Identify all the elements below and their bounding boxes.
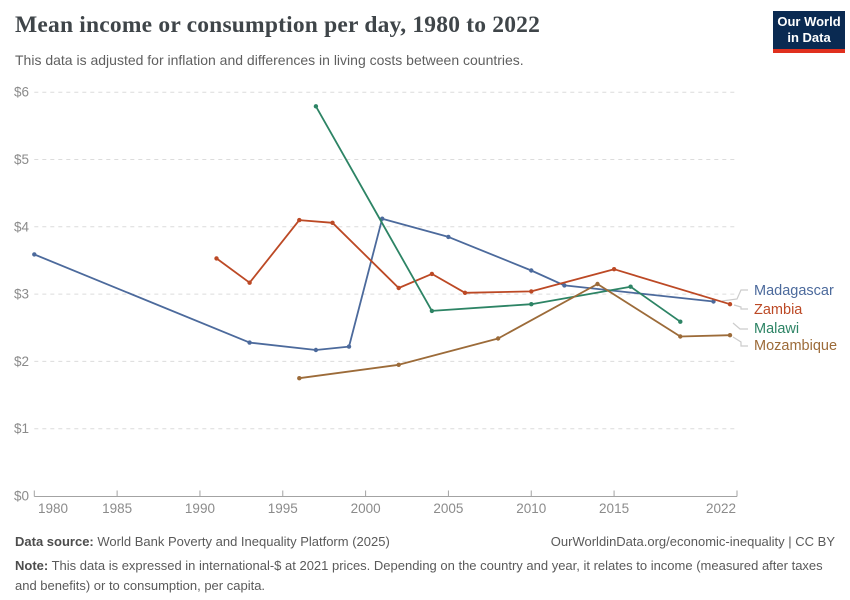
x-axis-label: 1985 bbox=[102, 501, 132, 516]
data-point-zambia-2015[interactable] bbox=[611, 267, 617, 272]
data-point-malawi-2010[interactable] bbox=[529, 302, 534, 307]
data-point-madagascar-2012[interactable] bbox=[562, 283, 567, 288]
legend-label-malawi[interactable]: Malawi bbox=[754, 321, 799, 337]
data-point-mozambique-1996[interactable] bbox=[297, 376, 302, 381]
y-axis-label: $1 bbox=[14, 421, 29, 436]
y-axis-label: $2 bbox=[14, 354, 29, 369]
series-line-malawi[interactable] bbox=[315, 105, 682, 323]
owid-logo-line1: Our World bbox=[777, 13, 841, 29]
y-axis-label: $0 bbox=[14, 489, 29, 504]
data-point-zambia-1998[interactable] bbox=[330, 220, 335, 225]
data-point-madagascar-1993[interactable] bbox=[247, 340, 252, 345]
data-source: Data source: World Bank Poverty and Ineq… bbox=[15, 534, 390, 549]
owid-logo: Our World in Data bbox=[773, 11, 845, 53]
chart-canvas: $0 $1 $2 $3 $4 $5 $6 1980 1985 1990 1995 2000 2005 20… bbox=[14, 85, 837, 516]
y-axis-label: $6 bbox=[14, 85, 29, 100]
chart-subtitle: This data is adjusted for inflation and … bbox=[15, 52, 524, 68]
data-point-malawi-2019[interactable] bbox=[678, 319, 683, 324]
series-line-mozambique[interactable] bbox=[298, 283, 731, 380]
footer-note-text: This data is expressed in international-… bbox=[15, 558, 823, 593]
x-axis-label: 2000 bbox=[351, 501, 381, 516]
data-point-malawi-2004[interactable] bbox=[429, 308, 435, 314]
chart-title: Mean income or consumption per day, 1980… bbox=[15, 12, 541, 38]
data-point-zambia-2006[interactable] bbox=[462, 290, 468, 295]
legend-label-madagascar[interactable]: Madagascar bbox=[754, 283, 834, 299]
legend-connector-mozambique bbox=[732, 336, 748, 347]
data-point-madagascar-2010[interactable] bbox=[529, 268, 534, 273]
data-point-mozambique-2002[interactable] bbox=[396, 362, 401, 367]
data-point-zambia-2002[interactable] bbox=[396, 285, 401, 291]
data-point-zambia-1993[interactable] bbox=[247, 280, 252, 285]
data-point-zambia-1996[interactable] bbox=[297, 217, 302, 223]
legend-connector-madagascar bbox=[721, 289, 748, 302]
data-point-malawi-2016[interactable] bbox=[628, 284, 633, 289]
data-point-madagascar-2005[interactable] bbox=[446, 234, 451, 240]
data-point-mozambique-2014[interactable] bbox=[595, 281, 600, 287]
data-point-zambia-1991[interactable] bbox=[214, 256, 219, 261]
x-axis-label: 1980 bbox=[38, 501, 68, 516]
data-point-mozambique-2022[interactable] bbox=[727, 333, 733, 338]
legend-connector-zambia bbox=[733, 304, 748, 310]
data-point-zambia-2022[interactable] bbox=[727, 302, 733, 307]
data-source-value: World Bank Poverty and Inequality Platfo… bbox=[97, 534, 390, 549]
legend-connector-malawi bbox=[732, 322, 748, 330]
y-axis-label: $3 bbox=[14, 287, 29, 302]
x-axis-label: 2015 bbox=[599, 501, 629, 516]
x-axis-label: 2005 bbox=[433, 501, 463, 516]
x-axis-label: 1990 bbox=[185, 501, 215, 516]
legend-label-mozambique[interactable]: Mozambique bbox=[754, 338, 837, 354]
series-line-zambia[interactable] bbox=[215, 219, 731, 306]
x-axis-label: 1995 bbox=[268, 501, 298, 516]
owid-logo-line2: in Data bbox=[787, 30, 831, 45]
footer-note-label: Note: bbox=[15, 558, 49, 573]
footer-license-link[interactable]: OurWorldinData.org/economic-inequality |… bbox=[550, 534, 835, 549]
data-point-mozambique-2008[interactable] bbox=[495, 336, 501, 341]
data-point-mozambique-2019[interactable] bbox=[678, 334, 683, 339]
series-line-madagascar[interactable] bbox=[33, 217, 715, 351]
y-axis-label: $5 bbox=[14, 152, 29, 167]
data-point-zambia-2004[interactable] bbox=[429, 271, 435, 277]
footer-note: Note: This data is expressed in internat… bbox=[15, 556, 833, 595]
x-axis-label: 2022 bbox=[706, 501, 736, 516]
legend-label-zambia[interactable]: Zambia bbox=[754, 302, 803, 318]
data-point-zambia-2010[interactable] bbox=[529, 289, 534, 294]
data-source-label: Data source: bbox=[15, 534, 94, 549]
data-point-madagascar-1980[interactable] bbox=[32, 252, 37, 257]
data-point-madagascar-1997[interactable] bbox=[313, 347, 319, 353]
data-point-madagascar-1999[interactable] bbox=[346, 344, 352, 349]
data-point-malawi-1997[interactable] bbox=[313, 104, 319, 109]
y-axis-label: $4 bbox=[14, 219, 30, 234]
x-axis-label: 2010 bbox=[516, 501, 546, 516]
